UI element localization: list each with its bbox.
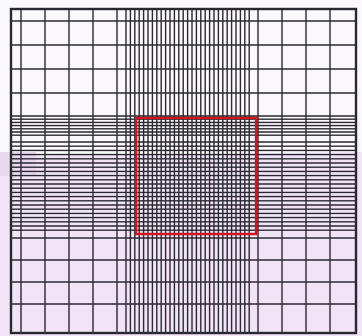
highlight-box [134,116,258,236]
tinted-tab [0,152,36,176]
tinted-region [0,152,362,336]
vertical-grid-lines [20,9,331,333]
grid-border [9,7,358,335]
